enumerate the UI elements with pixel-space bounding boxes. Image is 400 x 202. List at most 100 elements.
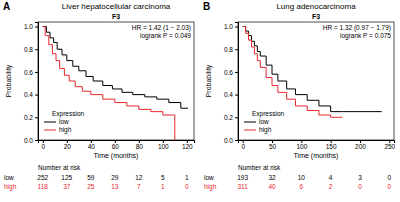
risk-count: 6 xyxy=(300,183,304,190)
x-axis-line xyxy=(239,141,395,144)
legend-label: low xyxy=(59,118,69,125)
x-tick: 100 xyxy=(158,140,169,150)
y-tick: 0.4 xyxy=(224,91,238,98)
legend-title: Expression xyxy=(52,110,85,118)
legend-swatch xyxy=(244,130,256,131)
legend-label: high xyxy=(259,126,272,134)
risk-count: 118 xyxy=(38,183,49,190)
x-tick-label: 0 xyxy=(41,143,45,150)
y-tick-label: 0.0 xyxy=(24,137,33,144)
y-tick-mark xyxy=(35,72,38,73)
x-tick: 200 xyxy=(355,140,366,150)
survival-curve xyxy=(243,27,382,112)
risk-count: 7 xyxy=(137,183,141,190)
subtitle: F3 xyxy=(112,13,120,20)
x-axis: 050100150200250 xyxy=(239,140,396,150)
y-tick: 0.6 xyxy=(24,69,38,76)
y-axis: 0.0 0.2 0.4 0.6 0.8 1.0 xyxy=(224,23,239,144)
x-tick: 120 xyxy=(182,140,193,150)
y-tick: 0.0 xyxy=(224,137,238,144)
y-tick-mark xyxy=(235,117,238,118)
y-tick-mark xyxy=(235,49,238,50)
risk-count: 40 xyxy=(268,183,276,190)
subtitle: F3 xyxy=(312,13,320,20)
title: Lung adenocarcinoma xyxy=(276,2,356,11)
y-tick-label: 0.6 xyxy=(224,69,233,76)
y-tick: 0.0 xyxy=(24,137,38,144)
panel-letter: B xyxy=(203,1,210,12)
y-tick: 1.0 xyxy=(24,23,38,30)
risk-row-label: high xyxy=(204,183,217,191)
plot-area xyxy=(43,27,188,140)
x-tick-label: 120 xyxy=(182,143,193,150)
risk-count: 2 xyxy=(329,183,333,190)
risk-count: 193 xyxy=(237,174,248,181)
x-tick: 20 xyxy=(64,140,72,150)
y-tick-label: 0.6 xyxy=(24,69,33,76)
y-tick: 0.2 xyxy=(24,114,38,121)
annotation: HR = 1.42 (1 − 2.03) xyxy=(132,24,191,32)
x-axis: 020406080100120 xyxy=(39,140,195,150)
risk-count: 1 xyxy=(185,174,189,181)
x-tick-label: 50 xyxy=(269,143,277,150)
x-tick-label: 200 xyxy=(355,143,366,150)
legend-swatch xyxy=(244,122,256,123)
y-tick-label: 0.4 xyxy=(224,91,233,98)
y-tick-mark xyxy=(35,27,38,28)
x-tick: 250 xyxy=(384,140,395,150)
risk-count: 0 xyxy=(387,183,391,190)
x-tick: 150 xyxy=(326,140,337,150)
risk-count: 3 xyxy=(358,174,362,181)
x-tick: 0 xyxy=(241,140,245,150)
title: Liver hepatocellular carcinoma xyxy=(62,2,171,11)
risk-row-label: low xyxy=(204,174,214,181)
y-axis-line xyxy=(235,23,239,141)
legend-label: high xyxy=(59,126,72,134)
risk-table-title: Number at risk xyxy=(38,164,81,171)
y-tick-mark xyxy=(35,49,38,50)
risk-count: 32 xyxy=(268,174,276,181)
y-tick-label: 0.2 xyxy=(224,114,233,121)
y-axis: 0.0 0.2 0.4 0.6 0.8 1.0 xyxy=(24,23,39,144)
y-tick-label: 0.8 xyxy=(24,46,33,53)
risk-count: 37 xyxy=(63,183,71,190)
y-tick-mark xyxy=(235,140,238,141)
risk-count: 4 xyxy=(329,174,333,181)
y-tick-label: 0.8 xyxy=(224,46,233,53)
plot-frame xyxy=(38,22,194,140)
legend-label: low xyxy=(259,118,269,125)
risk-count: 0 xyxy=(387,174,391,181)
risk-count: 29 xyxy=(111,174,119,181)
y-tick-label: 1.0 xyxy=(224,23,233,30)
annotation: logrank P = 0.049 xyxy=(140,32,191,40)
x-tick-label: 40 xyxy=(88,143,96,150)
y-tick: 0.8 xyxy=(224,46,238,53)
figure: ALiver hepatocellular carcinomaF30.00.20… xyxy=(0,0,400,202)
plot-frame xyxy=(238,22,394,140)
y-tick-label: 0.4 xyxy=(24,91,33,98)
x-tick-label: 20 xyxy=(64,143,72,150)
x-tick: 0 xyxy=(41,140,45,150)
y-tick: 0.6 xyxy=(224,69,238,76)
survival-curve xyxy=(43,27,175,140)
y-tick: 0.8 xyxy=(24,46,38,53)
y-tick: 0.4 xyxy=(24,91,38,98)
risk-table-title: Number at risk xyxy=(238,164,281,171)
y-tick-mark xyxy=(235,72,238,73)
legend: Expressionlowhigh xyxy=(244,110,285,134)
plot-area xyxy=(243,27,382,118)
x-tick: 40 xyxy=(88,140,96,150)
x-axis-title: Time (months) xyxy=(294,152,339,160)
risk-count: 1 xyxy=(161,183,165,190)
y-tick-label: 0.2 xyxy=(24,114,33,121)
x-tick-label: 250 xyxy=(384,143,395,150)
risk-row-label: low xyxy=(4,174,14,181)
x-tick: 60 xyxy=(112,140,120,150)
y-tick-mark xyxy=(35,140,38,141)
risk-count: 252 xyxy=(37,174,48,181)
risk-count: 59 xyxy=(87,174,95,181)
y-tick-label: 1.0 xyxy=(24,23,33,30)
risk-count: 0 xyxy=(185,183,189,190)
x-tick-label: 60 xyxy=(112,143,120,150)
x-tick-label: 100 xyxy=(158,143,169,150)
